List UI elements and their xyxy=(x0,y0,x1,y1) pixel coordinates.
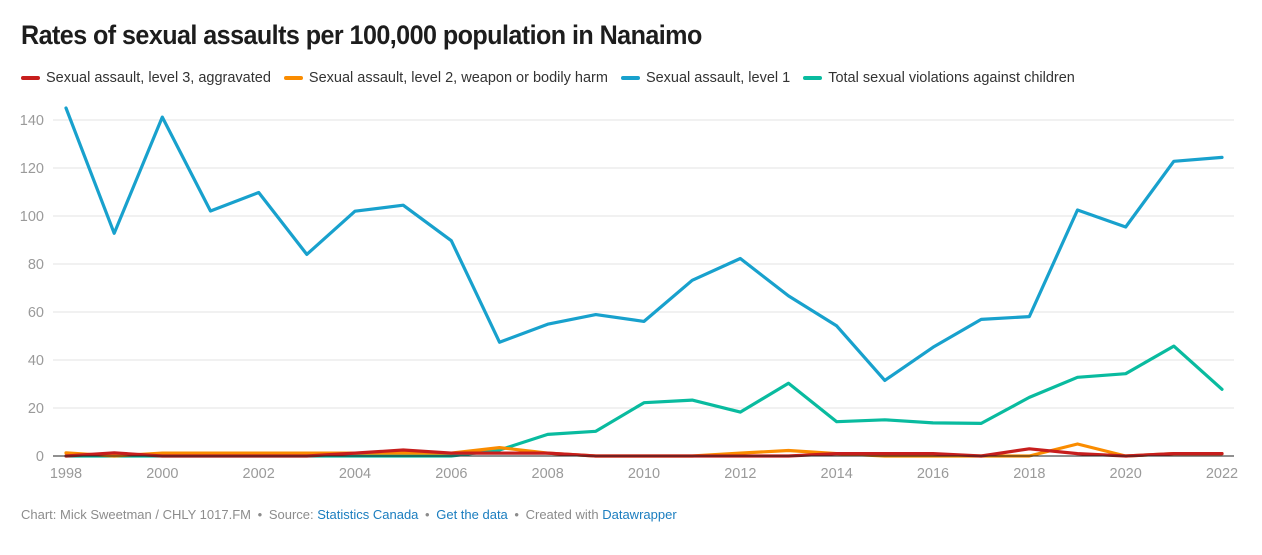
y-axis-ticks: 0 20 40 60 80 100 120 140 xyxy=(20,113,44,465)
x-tick-label: 2014 xyxy=(821,466,853,482)
x-tick-label: 2022 xyxy=(1206,466,1238,482)
series-line-sexual-assault-level-1 xyxy=(64,106,1224,382)
line-chart: 0 20 40 60 80 100 120 140 1998 2000 2002 2004 2006 2… xyxy=(20,106,1238,482)
datawrapper-link[interactable]: Datawrapper xyxy=(602,507,677,522)
chart-title: Rates of sexual assaults per 100,000 pop… xyxy=(21,20,702,50)
legend-item-children: Total sexual violations against children xyxy=(803,70,1075,86)
x-tick-label: 2016 xyxy=(917,466,949,482)
y-tick-label: 140 xyxy=(20,113,44,129)
y-tick-label: 80 xyxy=(28,257,44,273)
y-tick-label: 40 xyxy=(28,353,44,369)
get-the-data-link[interactable]: Get the data xyxy=(436,507,508,522)
legend-item-level2: Sexual assault, level 2, weapon or bodil… xyxy=(283,70,608,86)
series-line-total-sexual-violations-against-children xyxy=(64,344,1224,458)
x-tick-label: 2020 xyxy=(1110,466,1142,482)
legend-swatch-level3 xyxy=(21,76,40,80)
y-tick-label: 60 xyxy=(28,305,44,321)
legend-item-level1: Sexual assault, level 1 xyxy=(620,70,791,86)
x-tick-label: 2004 xyxy=(339,466,371,482)
footer-created-label: Created with xyxy=(525,507,599,522)
y-tick-label: 20 xyxy=(28,401,44,417)
x-tick-label: 2010 xyxy=(628,466,660,482)
legend-swatch-level2 xyxy=(283,76,303,80)
x-tick-label: 2018 xyxy=(1013,466,1045,482)
chart-footer: Chart: Mick Sweetman / CHLY 1017.FM • So… xyxy=(21,507,677,522)
legend-label-children: Total sexual violations against children xyxy=(828,70,1075,86)
legend-label-level3: Sexual assault, level 3, aggravated xyxy=(46,70,271,86)
x-tick-label: 1998 xyxy=(50,466,82,482)
x-tick-label: 2000 xyxy=(146,466,178,482)
source-link[interactable]: Statistics Canada xyxy=(317,507,419,522)
x-tick-label: 2006 xyxy=(435,466,467,482)
footer-separator: • xyxy=(257,507,263,522)
y-tick-label: 120 xyxy=(20,161,44,177)
legend-swatch-children xyxy=(803,76,823,80)
footer-source-label: Source: xyxy=(268,507,314,522)
footer-separator: • xyxy=(514,507,519,522)
gridlines xyxy=(53,119,1234,409)
series-lines xyxy=(64,106,1224,458)
legend-label-level1: Sexual assault, level 1 xyxy=(645,70,791,86)
legend: Sexual assault, level 3, aggravated Sexu… xyxy=(21,70,1088,86)
footer-credit: Chart: Mick Sweetman / CHLY 1017.FM xyxy=(21,507,251,522)
legend-label-level2: Sexual assault, level 2, weapon or bodil… xyxy=(308,70,608,86)
y-tick-label: 0 xyxy=(36,449,44,465)
x-axis-ticks: 1998 2000 2002 2004 2006 2008 2010 2012 2014 2016… xyxy=(50,466,1238,482)
y-tick-label: 100 xyxy=(20,209,44,225)
x-tick-label: 2002 xyxy=(243,466,275,482)
legend-item-level3: Sexual assault, level 3, aggravated xyxy=(21,70,271,86)
legend-swatch-level1 xyxy=(620,76,640,80)
x-tick-label: 2012 xyxy=(724,466,756,482)
footer-separator: • xyxy=(425,507,430,522)
x-tick-label: 2008 xyxy=(532,466,564,482)
